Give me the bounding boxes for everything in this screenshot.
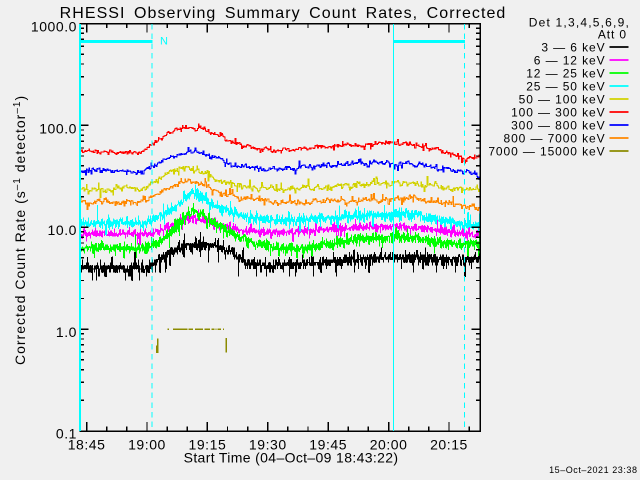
svg-text:19:15: 19:15 [189, 437, 227, 453]
svg-text:12 — 25 keV: 12 — 25 keV [526, 67, 605, 81]
svg-text:100 — 300 keV: 100 — 300 keV [511, 106, 605, 120]
svg-text:Att 0: Att 0 [598, 27, 627, 41]
svg-text:6 — 12 keV: 6 — 12 keV [534, 54, 606, 68]
svg-text:19:45: 19:45 [309, 437, 347, 453]
svg-text:Corrected Count Rate (s–1 dete: Corrected Count Rate (s–1 detector–1) [12, 95, 28, 365]
svg-text:25 — 50 keV: 25 — 50 keV [526, 80, 605, 94]
svg-text:15–Oct–2021 23:38: 15–Oct–2021 23:38 [549, 465, 637, 475]
svg-text:RHESSI Observing Summary Count: RHESSI Observing Summary Count Rates, Co… [60, 5, 507, 22]
svg-text:50 — 100 keV: 50 — 100 keV [519, 93, 606, 107]
svg-text:Start Time (04–Oct–09 18:43:22: Start Time (04–Oct–09 18:43:22) [184, 450, 399, 466]
svg-text:800 — 7000 keV: 800 — 7000 keV [504, 132, 606, 146]
svg-text:Det 1,3,4,5,6,9,: Det 1,3,4,5,6,9, [529, 16, 630, 30]
svg-text:20:15: 20:15 [430, 437, 468, 453]
svg-text:19:30: 19:30 [249, 437, 287, 453]
svg-text:18:45: 18:45 [68, 437, 106, 453]
svg-text:N: N [160, 36, 168, 48]
svg-text:1000.0: 1000.0 [31, 19, 77, 35]
svg-text:0.1: 0.1 [56, 426, 77, 442]
svg-text:3 — 6 keV: 3 — 6 keV [541, 41, 605, 55]
svg-text:19:00: 19:00 [128, 437, 166, 453]
svg-text:300 — 800 keV: 300 — 800 keV [511, 119, 605, 133]
svg-text:100.0: 100.0 [39, 120, 77, 136]
svg-text:10.0: 10.0 [48, 222, 77, 238]
svg-text:7000 — 15000 keV: 7000 — 15000 keV [488, 145, 605, 159]
svg-text:1.0: 1.0 [56, 324, 77, 340]
svg-text:20:00: 20:00 [370, 437, 408, 453]
